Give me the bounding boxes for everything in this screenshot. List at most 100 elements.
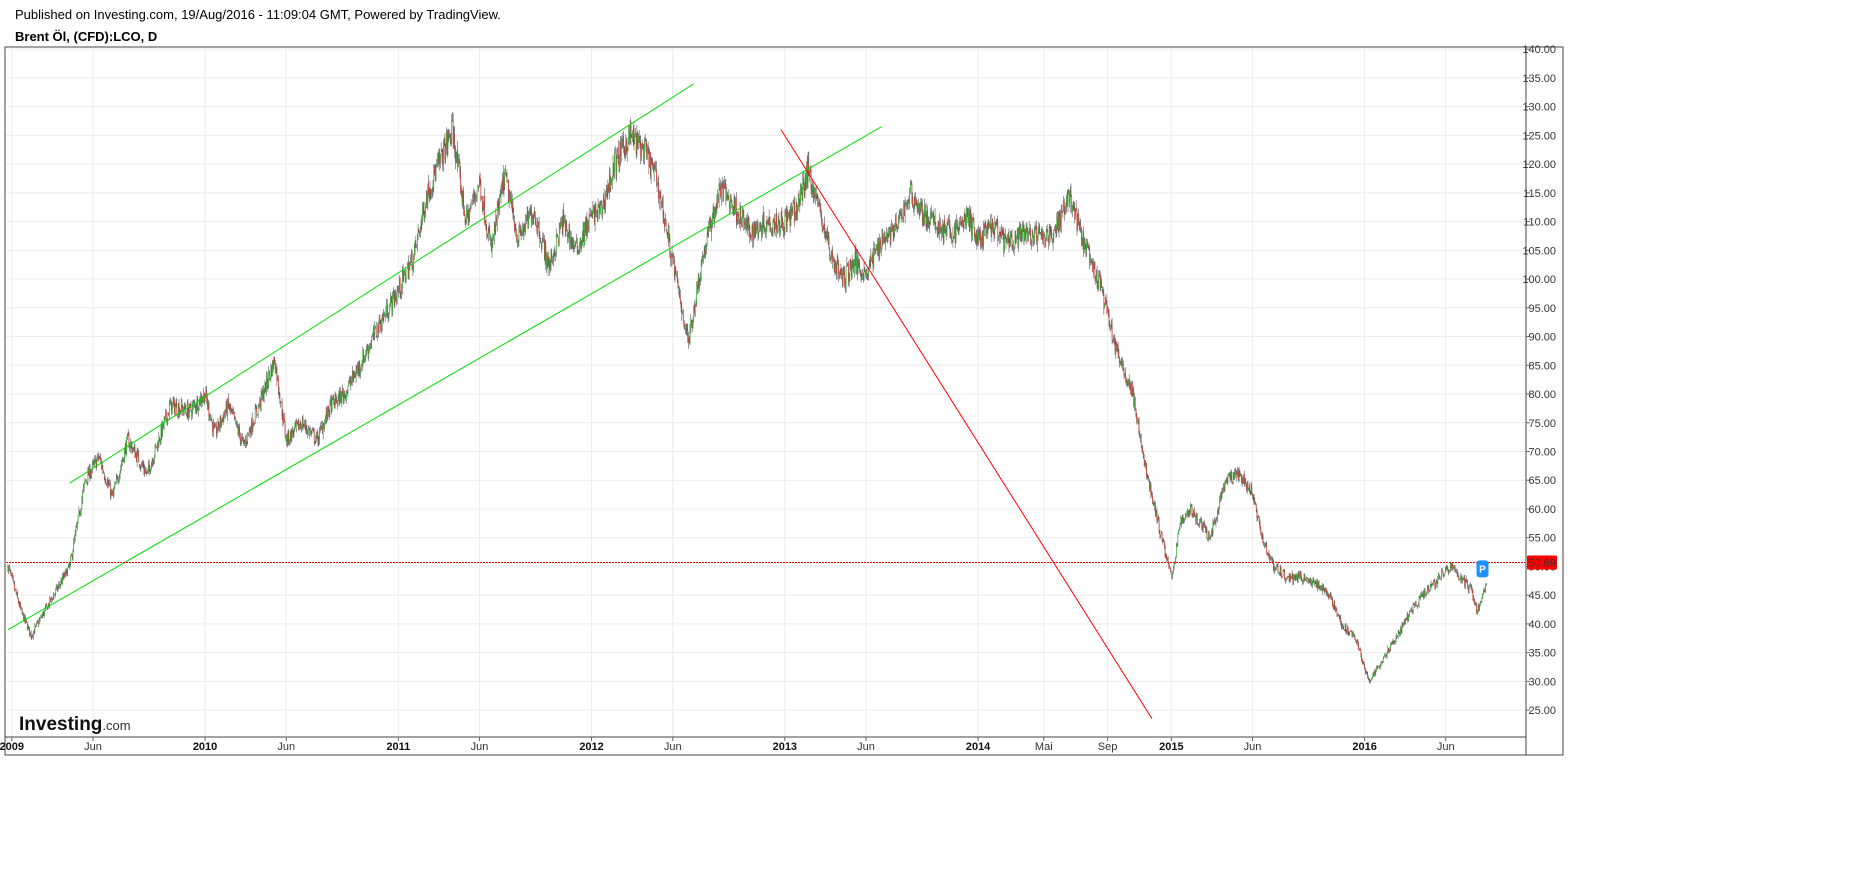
candle-body (696, 285, 698, 304)
candle-body (1336, 611, 1338, 615)
candle-body (1226, 480, 1227, 483)
candle-body (1231, 472, 1232, 481)
candle-body (420, 221, 422, 231)
candle-body (916, 204, 918, 206)
candle-body (629, 131, 630, 139)
candle-body (488, 229, 490, 232)
candle-body (755, 222, 757, 231)
candle-body (22, 612, 24, 614)
candle-body (150, 469, 151, 473)
candle-body (540, 242, 541, 243)
candle-body (907, 201, 908, 209)
y-tick-label: 80.00 (1528, 389, 1556, 401)
candle-body (210, 416, 211, 421)
event-marker[interactable]: P (1476, 560, 1489, 578)
candle-body (1260, 526, 1262, 534)
candle-body (300, 425, 302, 427)
candle-body (624, 148, 626, 156)
candle-body (459, 161, 461, 172)
candle-body (865, 270, 867, 275)
candle-body (1470, 585, 1472, 587)
trendline[interactable] (7, 126, 882, 631)
candle-body (278, 390, 280, 396)
candle-body (537, 220, 538, 230)
candle-body (1372, 673, 1374, 678)
candle-body (255, 407, 257, 410)
candle-body (570, 236, 571, 247)
candle-body (1323, 585, 1324, 591)
candle-body (775, 215, 777, 227)
candle-body (1229, 475, 1231, 479)
candle-body (871, 259, 872, 262)
candle-body (481, 196, 483, 208)
candle-body (1130, 384, 1132, 395)
candle-body (911, 183, 913, 198)
candle-body (1224, 482, 1226, 491)
candle-body (111, 492, 113, 493)
candle-body (437, 158, 439, 162)
candle-body (1461, 577, 1463, 583)
candle-body (293, 428, 295, 434)
candle-body (427, 183, 429, 206)
candle-body (1435, 584, 1436, 588)
candle-body (1321, 587, 1323, 592)
candle-body (340, 391, 341, 404)
candle-body (625, 138, 627, 156)
candle-body (470, 207, 471, 210)
candle-body (251, 418, 252, 435)
candle-body (1179, 524, 1181, 526)
candle-body (995, 222, 996, 227)
candle-body (281, 402, 283, 417)
candle-body (168, 404, 170, 416)
candle-body (455, 157, 457, 160)
candle-body (1370, 680, 1371, 682)
candle-body (237, 427, 239, 434)
candle-body (227, 399, 228, 417)
candle-body (115, 483, 116, 485)
candle-body (853, 261, 854, 272)
candle-body (369, 347, 370, 349)
candle-body (908, 199, 910, 202)
candle-body (611, 176, 613, 183)
candle-body (1164, 548, 1166, 557)
candle-body (277, 376, 278, 380)
time-axis-frame (4, 736, 1527, 756)
candle-body (109, 483, 110, 487)
candle-body (748, 218, 750, 230)
candle-body (998, 232, 1000, 241)
candle-body (283, 416, 284, 422)
candle-body (1053, 232, 1055, 239)
trendline[interactable] (780, 129, 1153, 720)
trendline[interactable] (69, 83, 695, 484)
candle-body (429, 188, 431, 200)
candle-body (244, 442, 246, 444)
candle-body (1135, 408, 1137, 416)
candle-body (1274, 567, 1276, 571)
candle-body (246, 441, 248, 445)
candle-body (1085, 245, 1087, 255)
candle-body (517, 242, 519, 244)
candle-body (998, 238, 999, 240)
candle-body (758, 233, 760, 237)
candle-body (280, 403, 281, 405)
candle-body (1249, 492, 1251, 494)
candle-body (836, 259, 838, 274)
candle-body (298, 425, 300, 430)
candle-body (1344, 629, 1345, 631)
candle-body (458, 158, 460, 164)
candle-body (368, 346, 370, 357)
candle-body (772, 220, 774, 236)
candle-body (1238, 471, 1240, 479)
candle-body (856, 254, 857, 270)
candle-body (466, 208, 467, 222)
candle-body (667, 232, 668, 238)
y-tick-label: 75.00 (1528, 418, 1556, 430)
candle-body (1239, 470, 1241, 477)
candle-body (1170, 572, 1172, 575)
candle-body (1137, 419, 1139, 424)
candle-body (966, 206, 967, 226)
candle-body (1063, 199, 1064, 212)
candle-body (820, 203, 822, 212)
candle-body (553, 250, 555, 260)
